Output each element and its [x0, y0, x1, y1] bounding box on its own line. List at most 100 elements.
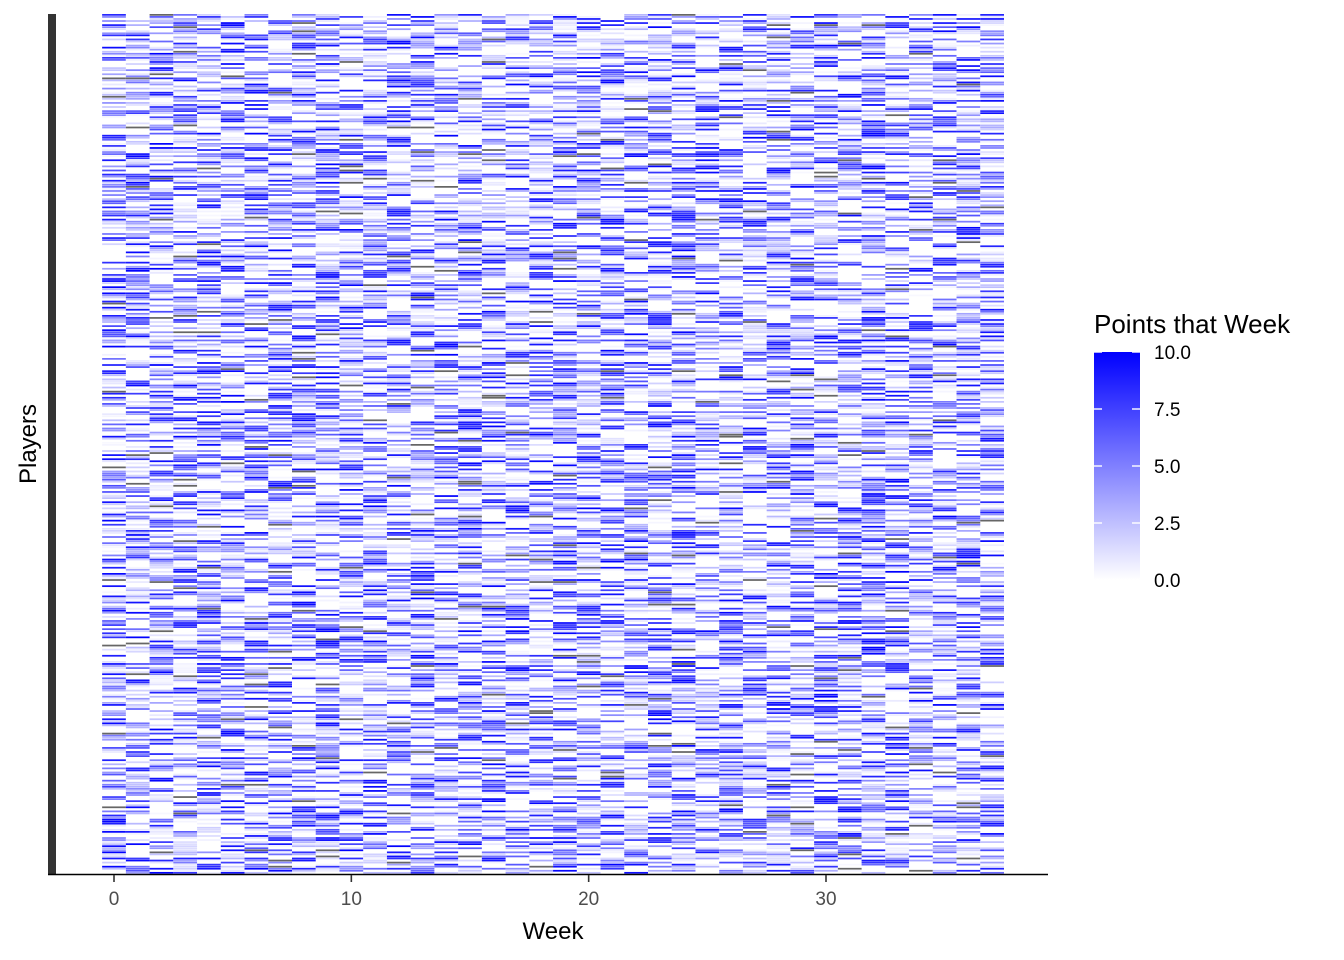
heatmap-cell [553, 81, 577, 84]
heatmap-cell [458, 16, 482, 18]
heatmap-cell [505, 532, 530, 534]
heatmap-cell [505, 863, 530, 866]
heatmap-cell [315, 433, 340, 436]
heatmap-cell [292, 454, 316, 456]
heatmap-cell [173, 327, 198, 330]
heatmap-cell [149, 511, 174, 514]
heatmap-cell [102, 206, 126, 209]
heatmap-cell [244, 280, 269, 282]
heatmap-cell [220, 335, 245, 338]
heatmap-cell [529, 161, 554, 164]
heatmap-cell [529, 470, 554, 473]
heatmap-cell [125, 681, 150, 684]
heatmap-cell [315, 824, 340, 827]
heatmap-cell [529, 607, 554, 610]
heatmap-cell [386, 470, 411, 473]
heatmap-cell [481, 190, 506, 192]
heatmap-cell [268, 175, 292, 178]
heatmap-cell [458, 833, 482, 835]
heatmap-cell [315, 30, 340, 33]
heatmap-cell [197, 126, 221, 129]
heatmap-cell [529, 871, 554, 874]
heatmap-cell [505, 40, 530, 43]
heatmap-cell [363, 785, 387, 788]
heatmap-cell [220, 48, 245, 51]
heatmap-cell [102, 147, 126, 149]
heatmap-cell [339, 816, 364, 819]
heatmap-cell [292, 677, 316, 680]
heatmap-cell [244, 783, 269, 786]
heatmap-cell [173, 849, 198, 852]
heatmap-cell [315, 286, 340, 289]
heatmap-cell [339, 853, 364, 856]
heatmap-cell [125, 196, 150, 198]
heatmap-cell [102, 169, 126, 172]
heatmap-cell [292, 210, 316, 213]
heatmap-cell [315, 855, 340, 858]
heatmap-cell [410, 556, 435, 559]
heatmap-cell [458, 464, 482, 467]
heatmap-cell [244, 382, 269, 385]
heatmap-cell [173, 161, 198, 164]
heatmap-cell [197, 638, 221, 641]
heatmap-cell [292, 806, 316, 809]
heatmap-cell [220, 401, 245, 403]
heatmap-cell [244, 460, 269, 463]
heatmap-cell [505, 327, 530, 330]
heatmap-cell [244, 104, 269, 106]
heatmap-cell [315, 388, 340, 391]
heatmap-cell [292, 753, 316, 755]
heatmap-cell [244, 188, 269, 190]
heatmap-cell [339, 804, 364, 807]
heatmap-cell [173, 77, 198, 80]
heatmap-cell [315, 108, 340, 110]
heatmap-cell [458, 280, 482, 282]
heatmap-cell [244, 626, 269, 628]
heatmap-cell [339, 196, 364, 198]
heatmap-cell [363, 675, 387, 678]
heatmap-cell [529, 587, 554, 590]
heatmap-cell [315, 323, 340, 325]
heatmap-cell [458, 726, 482, 729]
heatmap-cell [197, 355, 221, 358]
heatmap-cell [197, 857, 221, 860]
heatmap-cell [268, 233, 292, 235]
heatmap-cell [434, 247, 459, 250]
heatmap-cell [505, 611, 530, 614]
heatmap-cell [125, 190, 150, 192]
heatmap-cell [220, 138, 245, 141]
heatmap-cell [173, 110, 198, 112]
heatmap-cell [410, 532, 435, 534]
heatmap-cell [529, 143, 554, 145]
heatmap-cell [458, 425, 482, 428]
heatmap-cell [244, 757, 269, 760]
heatmap-cell [363, 763, 387, 766]
heatmap-cell [386, 151, 411, 153]
heatmap-cell [268, 527, 292, 530]
heatmap-cell [410, 81, 435, 84]
heatmap-cell [173, 626, 198, 628]
heatmap-cell [315, 102, 340, 104]
heatmap-cell [244, 46, 269, 49]
heatmap-cell [315, 14, 340, 16]
heatmap-cell [505, 769, 530, 772]
heatmap-cell [125, 642, 150, 645]
heatmap-cell [292, 343, 316, 346]
heatmap-cell [197, 646, 221, 649]
heatmap-cell [481, 626, 506, 628]
heatmap-cell [505, 589, 530, 592]
heatmap-cell [481, 568, 506, 571]
heatmap-cell [410, 527, 435, 530]
heatmap-cell [505, 558, 530, 561]
heatmap-cell [505, 579, 530, 581]
heatmap-cell [268, 581, 292, 583]
heatmap-cell [149, 581, 174, 583]
heatmap-cell [315, 468, 340, 471]
heatmap-cell [173, 718, 198, 721]
heatmap-cell [434, 476, 459, 479]
heatmap-cell [410, 433, 435, 436]
heatmap-cell [315, 65, 340, 67]
heatmap-cell [149, 71, 174, 74]
heatmap-cell [102, 501, 126, 504]
heatmap-cell [363, 114, 387, 117]
